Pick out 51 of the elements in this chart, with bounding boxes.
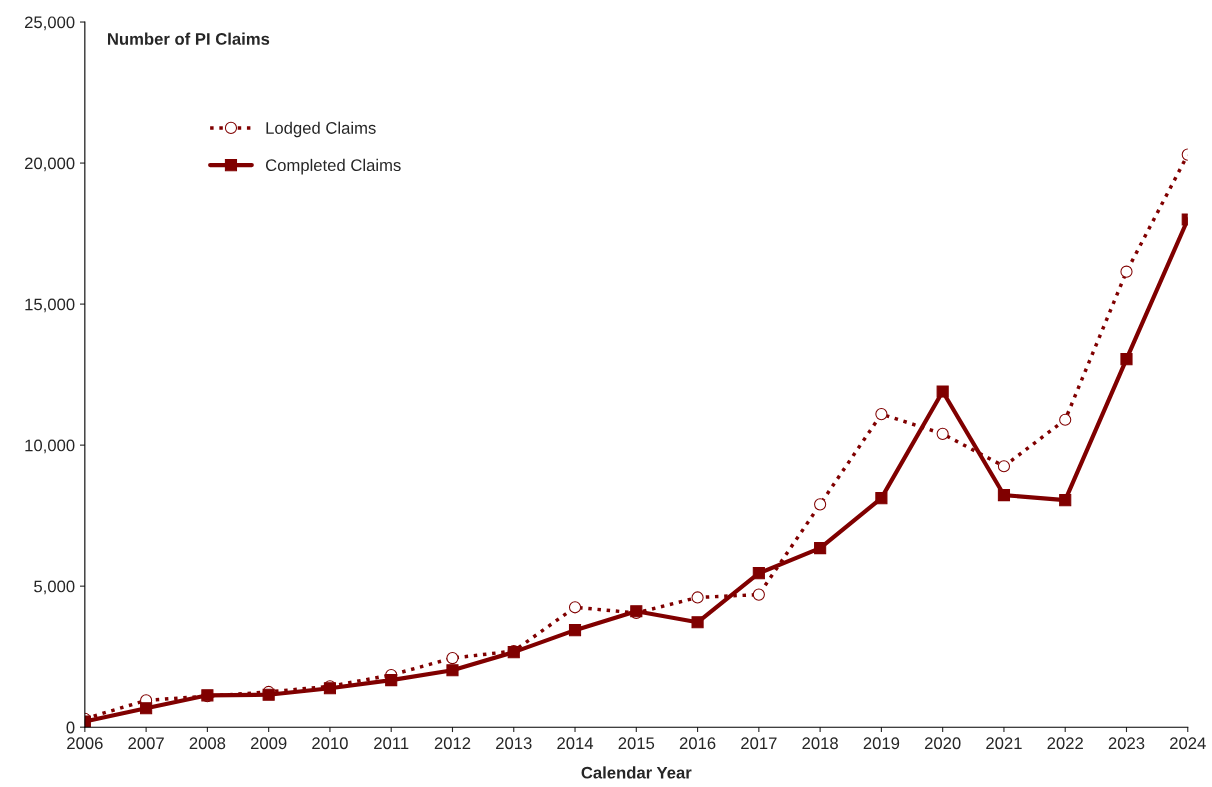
x-tick-label: 2016	[679, 737, 716, 750]
legend-label: Completed Claims	[265, 158, 401, 175]
x-tick-label: 2017	[741, 737, 777, 750]
x-tick-label: 2007	[128, 737, 164, 750]
point	[568, 601, 582, 614]
point	[997, 460, 1011, 473]
y-tick-label: 15,000	[25, 298, 75, 313]
x-tick-label: 2021	[986, 737, 1022, 750]
x-tick-label: 2013	[496, 737, 532, 750]
x-tick-label: 2014	[557, 737, 594, 750]
x-axis-title: Calendar Year	[581, 766, 692, 779]
x-tick-label: 2020	[924, 737, 961, 750]
point	[814, 498, 827, 511]
legend-label: Lodged Claims	[266, 121, 376, 138]
x-tick-label: 2008	[189, 737, 226, 750]
point	[752, 567, 765, 580]
point	[691, 591, 704, 604]
x-tick-label: 2006	[67, 737, 103, 750]
x-tick-label: 2009	[250, 737, 287, 750]
y-tick-label: 25,000	[24, 16, 75, 31]
point	[568, 624, 582, 637]
point	[1120, 353, 1133, 366]
point	[936, 385, 949, 398]
x-tick-label: 2015	[618, 737, 655, 750]
point	[446, 664, 459, 677]
point	[1059, 494, 1072, 507]
y-axis-title: Number of PI Claims	[108, 32, 270, 45]
y-tick-label: 10,000	[25, 439, 75, 454]
x-tick-label: 2012	[434, 737, 471, 750]
point	[752, 588, 765, 601]
y-tick-label: 0	[66, 721, 75, 734]
point	[997, 488, 1011, 502]
point	[875, 408, 888, 421]
point	[875, 492, 888, 505]
y-tick-label: 5,000	[34, 580, 75, 595]
x-tick-label: 2023	[1108, 737, 1145, 750]
point	[691, 616, 704, 629]
point	[140, 702, 153, 715]
x-tick-label: 2018	[802, 737, 838, 750]
x-tick-label: 2010	[312, 737, 348, 750]
x-tick-label: 2024	[1170, 737, 1206, 750]
point	[446, 652, 459, 665]
point	[1059, 413, 1072, 426]
point	[936, 427, 949, 440]
y-tick-label: 20,000	[24, 157, 75, 172]
point	[385, 674, 398, 687]
x-tick-label: 2011	[374, 737, 409, 750]
x-tick-label: 2019	[863, 737, 900, 750]
x-tick-label: 2022	[1047, 737, 1083, 750]
point	[814, 542, 827, 555]
point	[1120, 265, 1133, 278]
